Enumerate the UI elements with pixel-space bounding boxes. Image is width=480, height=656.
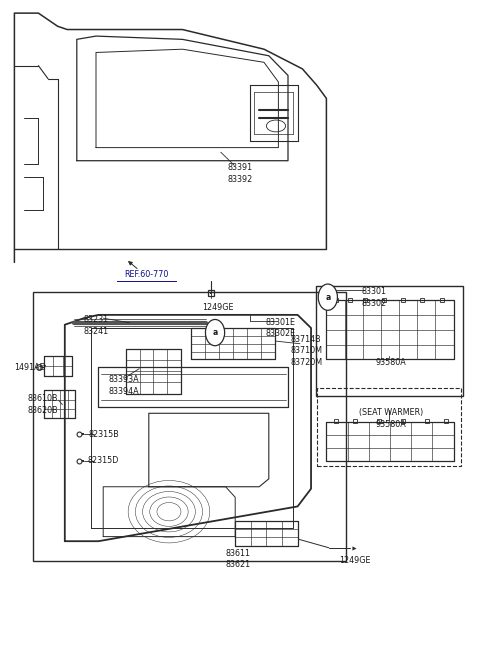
- Text: 82315B: 82315B: [88, 430, 119, 439]
- Circle shape: [205, 319, 225, 346]
- Text: 1249GE: 1249GE: [203, 302, 234, 312]
- Text: 83301E
83302E: 83301E 83302E: [266, 318, 296, 338]
- Text: 83301
83302: 83301 83302: [362, 287, 387, 308]
- Text: 83714B
83710M
83720M: 83714B 83710M 83720M: [290, 335, 322, 367]
- Text: 83611
83621: 83611 83621: [225, 548, 250, 569]
- Bar: [317, 388, 461, 466]
- Text: (SEAT WARMER)
93580A: (SEAT WARMER) 93580A: [359, 408, 423, 429]
- Text: 93580A: 93580A: [376, 358, 407, 367]
- Circle shape: [318, 284, 337, 310]
- Text: 82315D: 82315D: [88, 456, 120, 465]
- Text: 83391
83392: 83391 83392: [228, 163, 252, 184]
- Text: a: a: [325, 293, 330, 302]
- Text: a: a: [213, 328, 217, 337]
- Bar: [316, 286, 463, 396]
- Text: 1249GE: 1249GE: [339, 556, 371, 565]
- Text: 83393A
83394A: 83393A 83394A: [108, 375, 139, 396]
- Text: 1491AD: 1491AD: [14, 363, 46, 372]
- Bar: [33, 292, 346, 561]
- Text: 83231
83241: 83231 83241: [84, 315, 108, 336]
- Text: REF.60-770: REF.60-770: [124, 270, 168, 279]
- Text: 83610B
83620B: 83610B 83620B: [28, 394, 59, 415]
